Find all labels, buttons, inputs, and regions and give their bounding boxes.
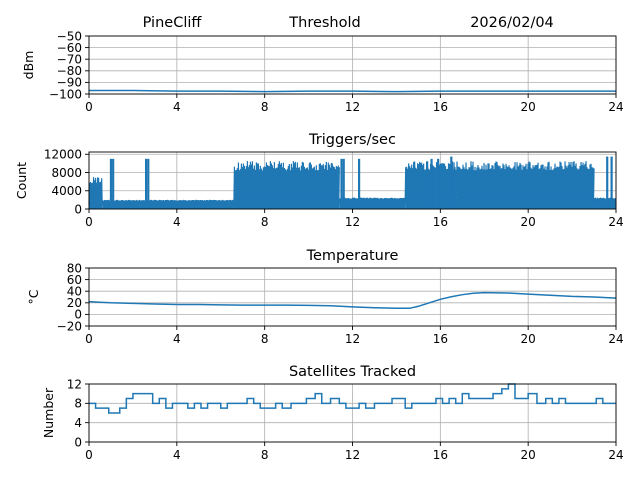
y-tick-label: 12	[67, 377, 82, 391]
series-band	[594, 202, 616, 209]
x-tick-label: 12	[345, 332, 360, 346]
x-tick-label: 8	[261, 332, 269, 346]
y-tick-label: −20	[57, 319, 82, 333]
y-axis-label: °C	[26, 289, 41, 304]
signal-level-panel: 0 4 8 12 16 20 24 −100−90−80−70−60−50 dBm	[21, 29, 624, 114]
series-line	[89, 383, 616, 414]
x-tick-label: 24	[608, 100, 623, 114]
y-tick-label: 8	[74, 397, 82, 411]
y-tick-label: −50	[57, 29, 82, 43]
x-tick-label: 0	[85, 215, 93, 229]
x-tick-label: 4	[173, 448, 181, 462]
x-tick-label: 8	[261, 448, 269, 462]
x-tick-label: 8	[261, 215, 269, 229]
x-tick-label: 12	[345, 215, 360, 229]
mode-label: Threshold	[288, 15, 360, 31]
x-tick-label: 16	[433, 215, 448, 229]
y-tick-label: 12000	[44, 148, 82, 162]
x-tick-label: 0	[85, 100, 93, 114]
x-tick-label: 24	[608, 215, 623, 229]
x-tick-label: 12	[345, 448, 360, 462]
x-tick-label: 20	[521, 332, 536, 346]
series-line	[88, 291, 617, 310]
x-tick-label: 20	[521, 215, 536, 229]
x-tick-label: 12	[345, 100, 360, 114]
series-band	[102, 203, 234, 209]
y-tick-label: 4000	[51, 184, 82, 198]
x-tick-label: 8	[261, 100, 269, 114]
x-tick-label: 4	[173, 215, 181, 229]
y-axis-label: dBm	[21, 51, 36, 80]
y-tick-label: −70	[57, 53, 82, 67]
series-band	[89, 202, 103, 209]
y-tick-label: 0	[74, 308, 82, 322]
series-band	[339, 202, 406, 209]
x-tick-label: 4	[173, 100, 181, 114]
x-tick-label: 16	[433, 332, 448, 346]
y-tick-label: −60	[57, 41, 82, 55]
series-band	[453, 197, 595, 209]
x-tick-label: 16	[433, 448, 448, 462]
satellites-panel: 0 4 8 12 16 20 24 0 4 8 12 Satellites Tracked Number	[41, 364, 624, 462]
series-band	[233, 199, 340, 209]
y-tick-label: −80	[57, 64, 82, 78]
x-tick-label: 24	[608, 448, 623, 462]
x-tick-label: 16	[433, 100, 448, 114]
y-tick-label: 40	[67, 285, 82, 299]
y-axis-label: Count	[14, 162, 29, 199]
triggers-panel: 0 4 8 12 16 20 24 0 4000 8000 12000 Triggers/sec Cou…	[14, 132, 624, 229]
series-segment	[452, 161, 595, 203]
panel-title: Triggers/sec	[308, 132, 396, 148]
x-tick-label: 20	[521, 100, 536, 114]
x-tick-label: 24	[608, 332, 623, 346]
y-tick-label: 0	[74, 202, 82, 216]
date-label: 2026/02/04	[470, 15, 554, 31]
y-tick-label: 60	[67, 273, 82, 287]
station-name: PineCliff	[143, 15, 203, 31]
series-segment	[233, 161, 340, 204]
panel-title: Satellites Tracked	[289, 364, 416, 380]
x-tick-label: 4	[173, 332, 181, 346]
x-tick-label: 20	[521, 448, 536, 462]
x-tick-label: 0	[85, 332, 93, 346]
y-tick-label: −90	[57, 76, 82, 90]
panel-title: Temperature	[306, 248, 399, 264]
y-tick-label: 0	[74, 435, 82, 449]
series-segment	[88, 177, 103, 205]
y-tick-label: −100	[49, 87, 82, 101]
y-axis-label: Number	[41, 387, 56, 438]
x-tick-label: 0	[85, 448, 93, 462]
y-tick-label: 20	[67, 296, 82, 310]
series-segment	[404, 161, 455, 203]
y-tick-label: 8000	[51, 166, 82, 180]
y-tick-label: 4	[74, 416, 82, 430]
y-tick-label: 80	[67, 261, 82, 275]
series-band	[405, 197, 454, 209]
series-line	[89, 89, 616, 93]
